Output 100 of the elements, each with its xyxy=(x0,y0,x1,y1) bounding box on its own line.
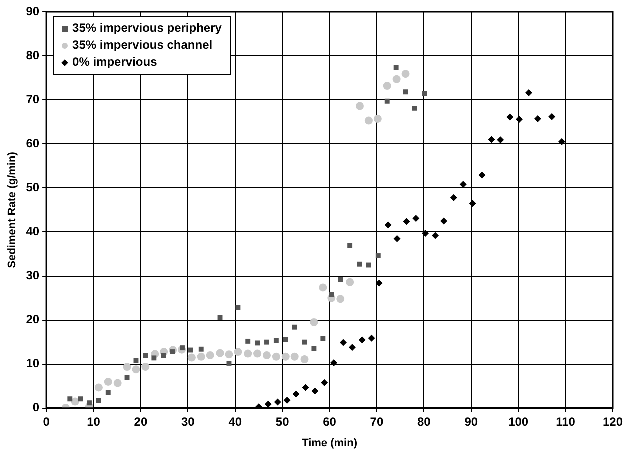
point xyxy=(234,348,242,356)
point xyxy=(384,222,392,229)
point xyxy=(188,348,194,353)
point xyxy=(170,350,176,354)
point xyxy=(143,353,148,358)
point xyxy=(336,295,345,304)
point xyxy=(469,200,476,208)
point xyxy=(78,396,84,402)
x-tick-label: 110 xyxy=(556,414,576,429)
y-tick-label: 30 xyxy=(26,268,40,283)
point xyxy=(356,102,364,110)
y-tick-label: 90 xyxy=(26,4,40,18)
point xyxy=(432,232,440,240)
point xyxy=(226,361,232,366)
point xyxy=(558,138,566,146)
point xyxy=(330,360,338,367)
point xyxy=(104,378,112,386)
point xyxy=(180,346,185,351)
point xyxy=(319,284,328,292)
x-tick-label: 30 xyxy=(181,414,196,429)
point xyxy=(94,384,103,392)
point xyxy=(292,324,298,330)
point xyxy=(376,254,381,258)
y-tick-label: 80 xyxy=(26,48,40,62)
x-tick-label: 120 xyxy=(602,414,624,429)
y-axis-title: Sediment Rate (g/min) xyxy=(6,152,19,268)
point xyxy=(506,114,514,121)
point xyxy=(394,65,399,70)
point xyxy=(132,366,140,374)
legend-label: 0% impervious xyxy=(72,54,158,71)
point xyxy=(450,194,458,202)
y-tick-label: 0 xyxy=(32,400,40,415)
legend-label: 35% impervious channel xyxy=(72,37,214,54)
point xyxy=(357,262,362,267)
point xyxy=(225,350,234,359)
x-tick-label: 50 xyxy=(276,414,290,429)
y-tick-label: 50 xyxy=(26,180,40,194)
point xyxy=(218,315,223,320)
point xyxy=(292,390,300,398)
x-tick-label: 100 xyxy=(508,414,529,429)
point xyxy=(366,262,372,268)
point xyxy=(255,340,260,346)
point xyxy=(262,352,271,360)
point xyxy=(384,98,390,104)
point xyxy=(87,400,92,406)
point xyxy=(302,384,310,392)
point xyxy=(402,70,410,78)
x-tick-label: 90 xyxy=(464,414,478,429)
point xyxy=(197,352,206,361)
point xyxy=(374,115,382,124)
point xyxy=(302,340,308,345)
point xyxy=(312,346,317,352)
point xyxy=(478,172,486,179)
point xyxy=(368,334,376,342)
point xyxy=(142,363,150,371)
point xyxy=(312,388,319,395)
point xyxy=(106,390,111,396)
point xyxy=(348,344,356,352)
point xyxy=(412,215,420,222)
point xyxy=(422,91,428,96)
x-tick-label: 60 xyxy=(323,414,337,429)
point xyxy=(272,352,280,361)
point xyxy=(340,339,347,346)
point xyxy=(282,352,290,361)
point xyxy=(264,400,272,408)
point xyxy=(348,243,353,248)
point xyxy=(403,90,408,95)
point xyxy=(188,354,196,362)
point xyxy=(329,292,334,298)
x-tick-label: 0 xyxy=(43,414,50,429)
point xyxy=(254,350,262,358)
point xyxy=(320,336,326,342)
point xyxy=(206,352,214,360)
point xyxy=(488,136,496,144)
point xyxy=(383,82,392,90)
point xyxy=(346,278,354,286)
point xyxy=(364,116,373,125)
point xyxy=(338,277,344,282)
x-tick-label: 70 xyxy=(370,414,384,429)
point xyxy=(236,305,241,310)
x-axis-title: Time (min) xyxy=(302,437,358,450)
point xyxy=(198,346,204,352)
point xyxy=(123,363,132,371)
point xyxy=(460,181,467,188)
point xyxy=(310,318,318,327)
point xyxy=(497,136,504,144)
point xyxy=(216,349,224,358)
y-tick-label: 40 xyxy=(26,224,40,239)
point xyxy=(290,352,299,361)
point xyxy=(534,116,542,123)
point xyxy=(284,396,291,404)
y-tick-label: 60 xyxy=(26,136,40,150)
point xyxy=(264,340,270,345)
point xyxy=(440,218,448,225)
y-tick-label: 20 xyxy=(26,312,40,327)
point xyxy=(114,379,122,388)
point xyxy=(124,375,130,380)
point xyxy=(422,230,430,238)
point xyxy=(548,113,556,120)
point xyxy=(68,396,73,402)
